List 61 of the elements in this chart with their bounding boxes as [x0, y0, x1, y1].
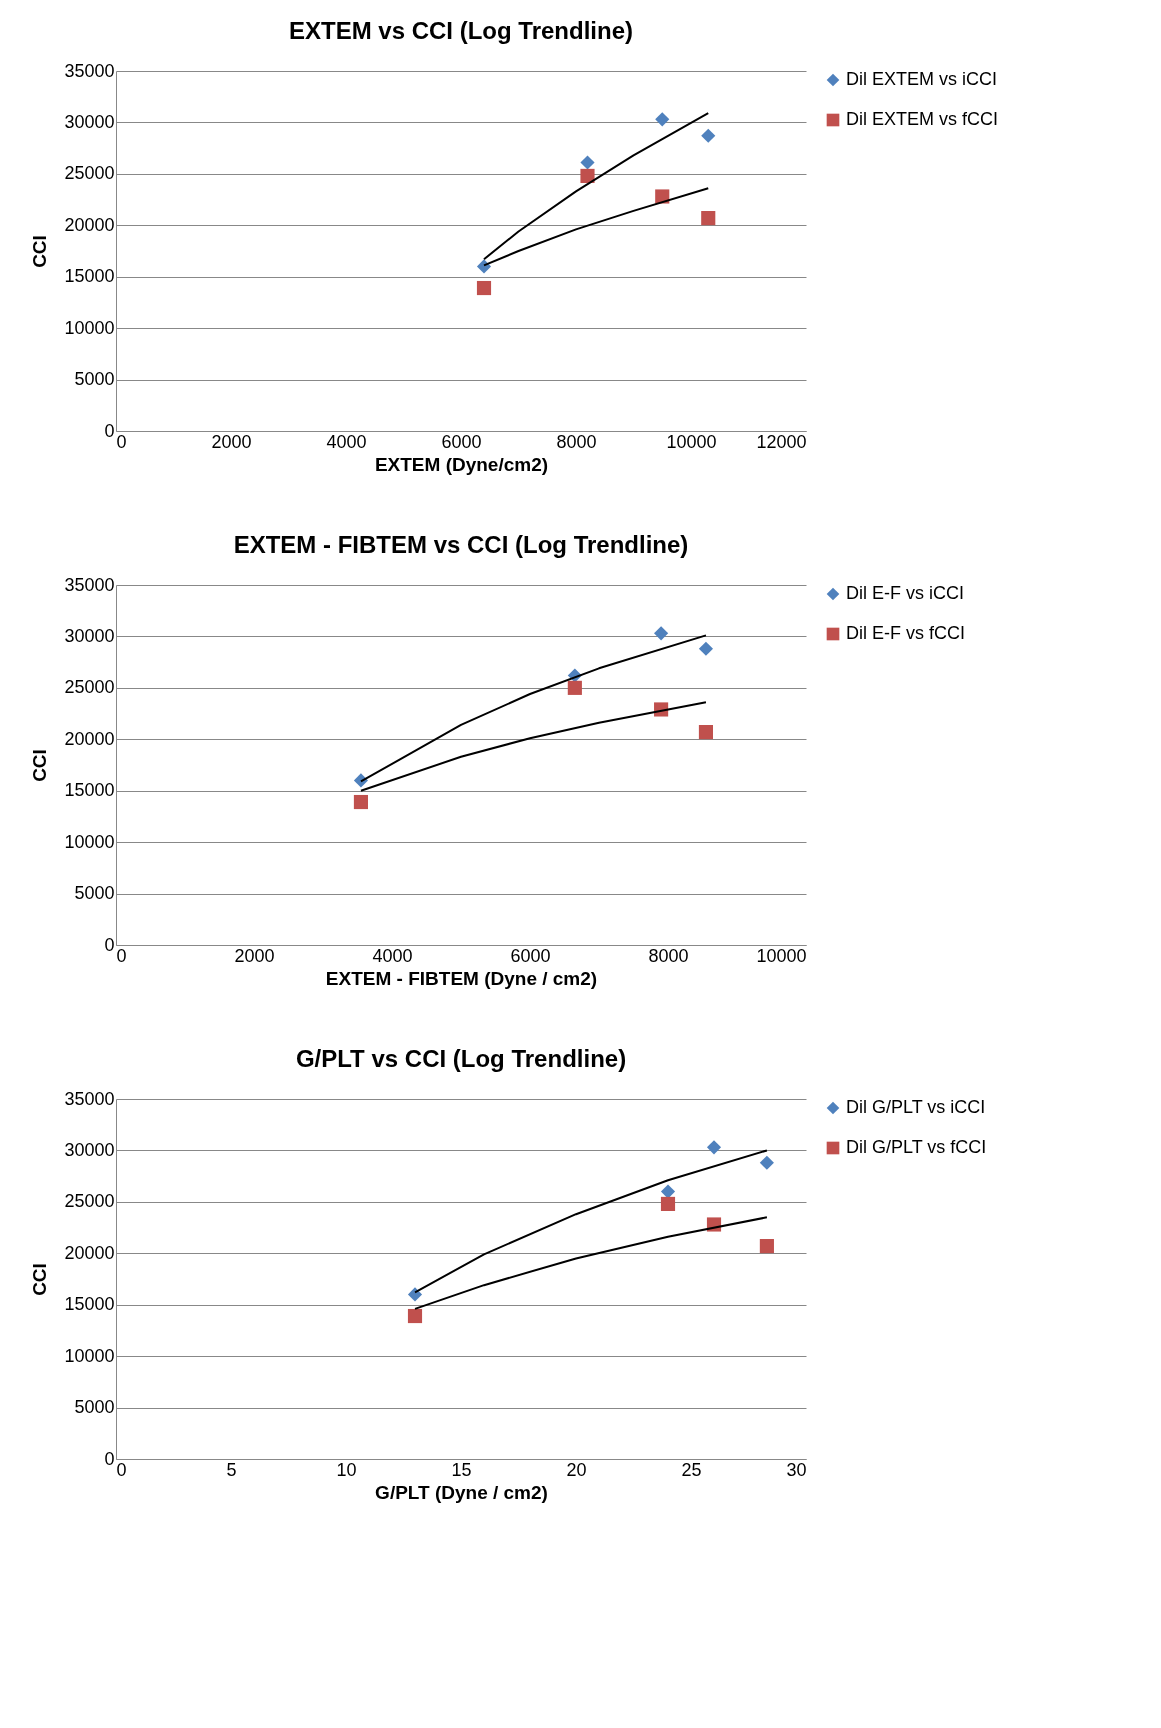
x-tick-label: 10	[336, 1459, 357, 1480]
y-tick-label: 25000	[64, 163, 115, 184]
x-tick-label: 4000	[326, 431, 367, 452]
legend-label: Dil G/PLT vs iCCI	[846, 1097, 986, 1117]
x-tick-label: 12000	[756, 431, 807, 452]
y-tick-label: 15000	[64, 1294, 115, 1315]
x-tick-label: 6000	[510, 945, 551, 966]
point	[759, 1155, 774, 1170]
point	[706, 1140, 722, 1155]
legend-label: Dil E-F vs fCCI	[846, 623, 965, 643]
y-axis-title: CCI	[29, 235, 51, 268]
y-tick-label: 20000	[64, 214, 115, 235]
x-tick-label: 30	[786, 1459, 807, 1480]
x-axis-title: G/PLT (Dyne / cm2)	[375, 1481, 548, 1503]
y-tick-label: 35000	[64, 60, 115, 81]
y-tick-label: 10000	[64, 317, 115, 338]
y-tick-label: 25000	[64, 677, 115, 698]
x-tick-label: 5	[226, 1459, 237, 1480]
line-series	[359, 701, 707, 792]
y-tick-label: 5000	[74, 1397, 115, 1418]
y-tick-label: 30000	[64, 111, 115, 132]
point	[660, 1184, 676, 1199]
y-tick-label: 30000	[64, 625, 115, 646]
y-tick-label: 15000	[64, 780, 115, 801]
y-tick-label: 5000	[74, 369, 115, 390]
y-axis-title: CCI	[29, 1263, 51, 1296]
x-tick-label: 6000	[441, 431, 482, 452]
legend-label: Dil E-F vs iCCI	[846, 583, 964, 603]
point	[407, 1287, 423, 1302]
x-tick-label: 2000	[211, 431, 252, 452]
x-tick-label: 8000	[556, 431, 597, 452]
x-tick-label: 2000	[234, 945, 275, 966]
y-tick-label: 30000	[64, 1139, 115, 1160]
x-tick-label: 10000	[756, 945, 807, 966]
chart-title: EXTEM vs CCI (Log Trendline)	[288, 17, 634, 44]
x-tick-label: 10000	[666, 431, 717, 452]
x-axis-title: EXTEM - FIBTEM (Dyne / cm2)	[325, 967, 598, 989]
y-tick-label: 25000	[64, 1191, 115, 1212]
legend-label: Dil G/PLT vs fCCI	[846, 1137, 987, 1157]
y-tick-label: 20000	[64, 1242, 115, 1263]
point	[407, 1308, 423, 1324]
x-tick-label: 8000	[648, 945, 689, 966]
y-tick-label: 10000	[64, 1345, 115, 1366]
y-tick-label: 35000	[64, 1088, 115, 1109]
chart-title: G/PLT vs CCI (Log Trendline)	[295, 1045, 627, 1072]
x-tick-label: 25	[681, 1459, 702, 1480]
x-tick-label: 20	[566, 1459, 587, 1480]
y-tick-label: 20000	[64, 728, 115, 749]
chart-title: EXTEM - FIBTEM vs CCI (Log Trendline)	[233, 531, 689, 558]
y-axis-title: CCI	[29, 749, 51, 782]
point	[660, 1196, 676, 1211]
y-tick-label: 5000	[74, 883, 115, 904]
legend-label: Dil EXTEM vs fCCI	[846, 109, 999, 129]
y-tick-label: 35000	[64, 574, 115, 595]
y-tick-label: 10000	[64, 831, 115, 852]
x-tick-label: 4000	[372, 945, 413, 966]
legend-label: Dil EXTEM vs iCCI	[846, 69, 998, 89]
x-axis-title: EXTEM (Dyne/cm2)	[374, 453, 549, 475]
x-tick-label: 15	[451, 1459, 472, 1480]
point	[759, 1239, 774, 1254]
y-tick-label: 15000	[64, 266, 115, 287]
